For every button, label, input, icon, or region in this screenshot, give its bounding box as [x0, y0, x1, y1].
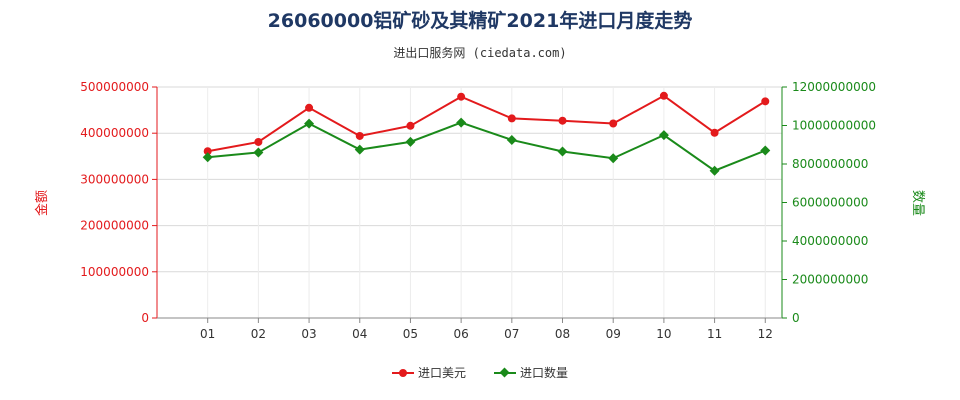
series-line-2	[207, 121, 766, 172]
series-2-point	[354, 144, 365, 155]
series-1-point	[406, 121, 415, 130]
series-1-point	[507, 114, 516, 123]
x-tick-label: 09	[606, 327, 621, 341]
y-left-tick-label: 200000000	[80, 219, 149, 233]
x-tick-label: 10	[656, 327, 671, 341]
y-left-axis-label: 金额	[34, 190, 50, 216]
legend: 进口美元 进口数量	[0, 364, 960, 381]
series-2-point	[253, 147, 264, 158]
legend-label-usd: 进口美元	[417, 366, 466, 380]
series-1-point	[355, 131, 364, 140]
y-left-tick-label: 500000000	[80, 80, 149, 94]
series-1-point	[558, 116, 567, 125]
series-2-point	[304, 118, 315, 129]
y-right-tick-label: 0	[792, 311, 800, 325]
legend-item-usd[interactable]: 进口美元	[391, 364, 466, 381]
series-2-point	[658, 130, 669, 141]
series-1-point	[254, 137, 263, 146]
series-2-point	[456, 117, 467, 128]
y-right-tick-label: 12000000000	[792, 80, 876, 94]
y-left-tick-label: 300000000	[80, 172, 149, 186]
chart-title: 26060000铝矿砂及其精矿2021年进口月度走势	[267, 10, 693, 32]
y-right-tick-label: 4000000000	[792, 234, 868, 248]
series-1-point	[305, 103, 314, 112]
y-left-tick-label: 0	[141, 311, 149, 325]
series-1-point	[710, 128, 719, 137]
series-1-point	[203, 147, 212, 156]
series-1-point	[609, 119, 618, 128]
x-tick-label: 12	[758, 327, 773, 341]
chart-subtitle: 进出口服务网 (ciedata.com)	[393, 46, 567, 60]
y-right-tick-label: 10000000000	[792, 119, 876, 133]
x-tick-label: 03	[301, 327, 316, 341]
x-tick-label: 07	[504, 327, 519, 341]
series-2-point	[557, 146, 568, 157]
legend-red-line-icon	[391, 368, 414, 378]
y-right-axis-label: 数量	[910, 190, 925, 216]
x-tick-label: 02	[251, 327, 266, 341]
series-2-point	[506, 134, 517, 145]
y-left-tick-label: 100000000	[80, 265, 149, 279]
y-left-tick-label: 400000000	[80, 126, 149, 140]
y-right-tick-label: 8000000000	[792, 157, 868, 171]
legend-item-quantity[interactable]: 进口数量	[494, 364, 568, 381]
x-tick-label: 08	[555, 327, 570, 341]
series-1-point	[761, 97, 770, 106]
y-right-tick-label: 6000000000	[792, 196, 868, 210]
y-right-tick-label: 2000000000	[792, 273, 868, 287]
series-2-point	[405, 136, 416, 147]
series-2-point	[709, 165, 720, 176]
series-line-1	[207, 94, 766, 153]
legend-label-quantity: 进口数量	[520, 366, 569, 380]
x-tick-label: 06	[453, 327, 468, 341]
series-1-point	[659, 91, 668, 100]
x-tick-label: 11	[707, 327, 722, 341]
series-1-point	[457, 92, 466, 101]
series-2-point	[608, 153, 619, 164]
legend-green-line-icon	[494, 367, 516, 378]
x-tick-label: 04	[352, 327, 367, 341]
series-2-point	[202, 152, 213, 163]
series-2-point	[760, 145, 771, 156]
x-tick-label: 01	[200, 327, 215, 341]
x-tick-label: 05	[403, 327, 418, 341]
